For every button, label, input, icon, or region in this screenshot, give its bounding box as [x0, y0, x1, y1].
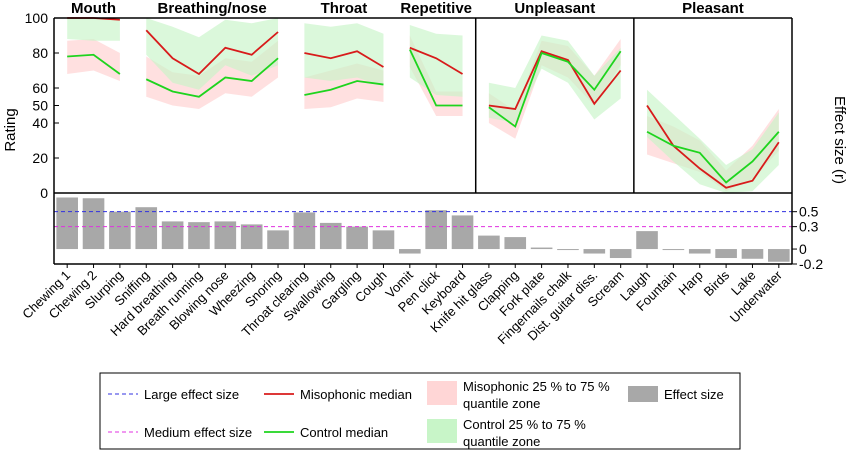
effect-size-bar — [636, 231, 658, 250]
effect-size-bar — [609, 249, 632, 259]
effect-size-bar — [741, 249, 764, 259]
effect-size-bar — [399, 249, 421, 254]
legend-medium-label: Medium effect size — [144, 425, 252, 440]
effect-axis-title: Effect size (r) — [831, 96, 848, 184]
effect-tick-label: 0 — [799, 241, 807, 257]
y-tick-label: 50 — [32, 98, 48, 114]
y-axis-title: Rating — [2, 108, 19, 151]
legend-box — [99, 372, 741, 450]
effect-size-bar — [530, 247, 553, 250]
effect-size-bar — [161, 221, 184, 250]
control-median-line-4 — [488, 50, 622, 128]
x-tick-label: Birds — [701, 267, 733, 299]
misophonic-quantile-band-4 — [488, 35, 621, 123]
misophonic-median-line-3 — [409, 46, 463, 75]
legend-miso-zone-label: Misophonic 25 % to 75 % — [463, 379, 610, 394]
effect-size-bar — [56, 197, 78, 250]
effect-size-bar — [135, 207, 158, 250]
effect-size-bar — [557, 249, 579, 251]
effect-size-bar — [504, 237, 527, 250]
group-label: Pleasant — [682, 0, 744, 17]
effect-size-bar — [319, 222, 342, 250]
legend-large-label: Large effect size — [144, 387, 239, 402]
legend-miso-zone-label: quantile zone — [463, 396, 540, 411]
effect-size-bar — [293, 212, 316, 250]
misophonic-median-line-2 — [304, 50, 384, 68]
legend-effect-swatch — [628, 386, 658, 402]
legend-control-zone-label: quantile zone — [463, 434, 540, 449]
group-label: Throat — [321, 0, 368, 17]
group-label: Unpleasant — [514, 0, 595, 17]
effect-size-bar — [425, 210, 447, 250]
control-median-line-1 — [145, 57, 279, 98]
misophonic-median-line-1 — [145, 29, 279, 76]
effect-size-bar — [346, 226, 368, 250]
effect-tick-label: -0.2 — [799, 256, 823, 272]
effect-size-bar — [82, 198, 105, 250]
control-quantile-band-0 — [67, 39, 120, 81]
x-tick-label: Harp — [675, 268, 706, 299]
control-median-line-0 — [67, 53, 121, 75]
group-label: Mouth — [71, 0, 116, 17]
control-median-line-5 — [646, 130, 780, 184]
y-tick-label: 80 — [32, 45, 48, 61]
control-median-line-2 — [304, 80, 384, 96]
effect-size-bar — [768, 249, 790, 262]
effect-size-bar — [188, 222, 210, 250]
legend-control-zone-label: Control 25 % to 75 % — [463, 417, 586, 432]
group-label: Repetitive — [400, 0, 472, 17]
control-median-line-3 — [409, 49, 463, 107]
y-tick-label: 60 — [32, 80, 48, 96]
effect-size-bar — [372, 230, 395, 250]
legend: Large effect size Medium effect size Misop… — [99, 372, 741, 450]
group-label: Breathing/nose — [158, 0, 267, 17]
effect-size-bar — [451, 215, 474, 250]
effect-size-bar — [715, 249, 737, 259]
effect-size-bar — [688, 249, 711, 254]
y-tick-label: 40 — [32, 115, 48, 131]
y-tick-label: 0 — [40, 185, 48, 201]
legend-control-zone-swatch — [427, 419, 457, 443]
effect-tick-label: 0.5 — [799, 204, 819, 220]
control-quantile-band-4 — [488, 39, 621, 139]
misophonic-quantile-band-1 — [146, 18, 279, 90]
misophonic-median-line-4 — [488, 50, 622, 110]
effect-tick-label: 0.3 — [799, 219, 819, 235]
misophonic-median-line-5 — [646, 105, 780, 189]
effect-size-bar — [478, 235, 500, 250]
effect-size-bar — [109, 211, 131, 250]
y-tick-label: 100 — [25, 10, 49, 26]
effect-size-bar — [267, 230, 289, 250]
legend-control-label: Control median — [300, 425, 388, 440]
effect-size-bar — [214, 221, 237, 250]
effect-size-bar — [240, 224, 263, 250]
legend-miso-zone-swatch — [427, 381, 457, 405]
effect-size-bar — [662, 249, 685, 251]
legend-miso-label: Misophonic median — [300, 387, 412, 402]
legend-effect-label: Effect size — [664, 387, 724, 402]
y-tick-label: 20 — [32, 150, 48, 166]
effect-size-bar — [583, 249, 606, 254]
misophonic-quantile-band-0 — [67, 18, 120, 41]
misophonic-quantile-band-3 — [409, 25, 463, 97]
